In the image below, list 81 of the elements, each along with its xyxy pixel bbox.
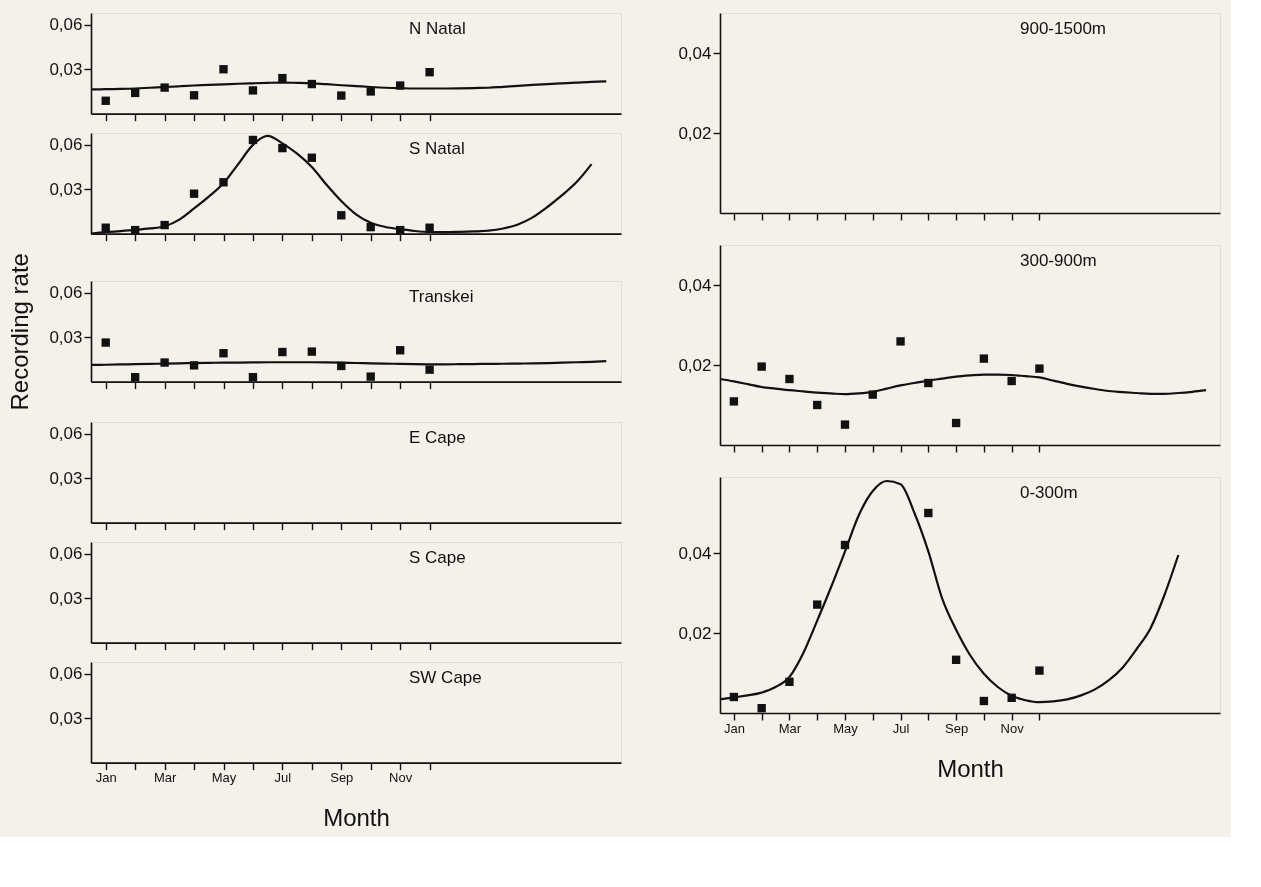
point (425, 223, 434, 232)
y-tick-label: 0,04 (678, 43, 712, 63)
point (160, 83, 169, 92)
point (951, 418, 961, 428)
x-tick-label: Mar (778, 720, 802, 736)
y-tick-label: 0,06 (49, 15, 83, 35)
y-tick-label: 0,03 (49, 468, 83, 488)
y-tick-label: 0,06 (49, 664, 83, 684)
chart-title: 300-900m (1020, 251, 1097, 270)
x-tick-label: Sep (945, 720, 969, 736)
point (278, 143, 287, 153)
x-axis-title: Month (937, 754, 1004, 782)
y-axis-title: Recording rate (6, 253, 34, 411)
point (278, 73, 287, 83)
x-tick-label: May (211, 770, 237, 786)
point (425, 365, 434, 374)
point (189, 91, 199, 100)
point (219, 65, 228, 74)
y-tick-label: 0,03 (49, 327, 83, 347)
point (979, 354, 989, 363)
point (1007, 376, 1016, 386)
point (729, 397, 739, 406)
y-tick-label: 0,06 (49, 544, 83, 564)
point (101, 338, 110, 347)
x-tick-label: May (833, 720, 859, 736)
x-tick-label: Jul (274, 770, 292, 786)
y-tick-label: 0,03 (49, 179, 83, 199)
chart-title: S Cape (409, 548, 466, 567)
point (219, 349, 228, 358)
point (130, 373, 140, 382)
y-tick-label: 0,03 (49, 588, 83, 608)
y-tick-label: 0,02 (678, 123, 712, 143)
x-axis-title: Month (323, 804, 390, 832)
point (248, 373, 258, 382)
y-tick-label: 0,04 (678, 275, 712, 295)
x-tick-label: Nov (389, 770, 413, 786)
point (366, 87, 375, 96)
point (366, 372, 375, 381)
chart-title: SW Cape (409, 668, 482, 687)
x-tick-label: Jul (892, 720, 910, 736)
point (395, 346, 405, 355)
y-tick-label: 0,02 (678, 355, 712, 375)
point (813, 600, 822, 609)
x-tick-label: Jan (723, 720, 745, 736)
point (924, 508, 933, 518)
point (813, 400, 822, 410)
chart-title: S Natal (409, 139, 465, 158)
chart-title: Transkei (409, 287, 474, 306)
point (1035, 364, 1044, 373)
point (189, 189, 199, 198)
point (307, 347, 317, 356)
y-tick-label: 0,06 (49, 135, 83, 155)
point (951, 655, 961, 664)
chart-title: 900-1500m (1020, 19, 1107, 38)
chart-title: 0-300m (1020, 483, 1078, 502)
x-tick-label: Sep (330, 770, 354, 786)
point (337, 211, 346, 220)
x-tick-label: Jan (95, 770, 117, 786)
point (307, 153, 317, 162)
chart-title: N Natal (409, 19, 466, 38)
point (1035, 666, 1044, 675)
point (896, 337, 905, 346)
y-tick-label: 0,03 (49, 59, 83, 79)
point (757, 704, 766, 713)
y-tick-label: 0,06 (49, 283, 83, 303)
y-tick-label: 0,02 (678, 623, 712, 643)
x-tick-label: Mar (153, 770, 177, 786)
point (979, 696, 989, 706)
x-tick-label: Nov (1000, 720, 1025, 736)
y-tick-label: 0,04 (678, 543, 712, 563)
point (101, 96, 110, 105)
y-tick-label: 0,06 (49, 424, 83, 444)
chart-title: E Cape (409, 428, 466, 447)
point (425, 68, 434, 77)
point (840, 420, 850, 429)
point (785, 374, 794, 384)
point (248, 86, 258, 95)
point (757, 362, 766, 371)
y-tick-label: 0,03 (49, 708, 83, 728)
point (337, 91, 346, 100)
point (278, 347, 287, 357)
